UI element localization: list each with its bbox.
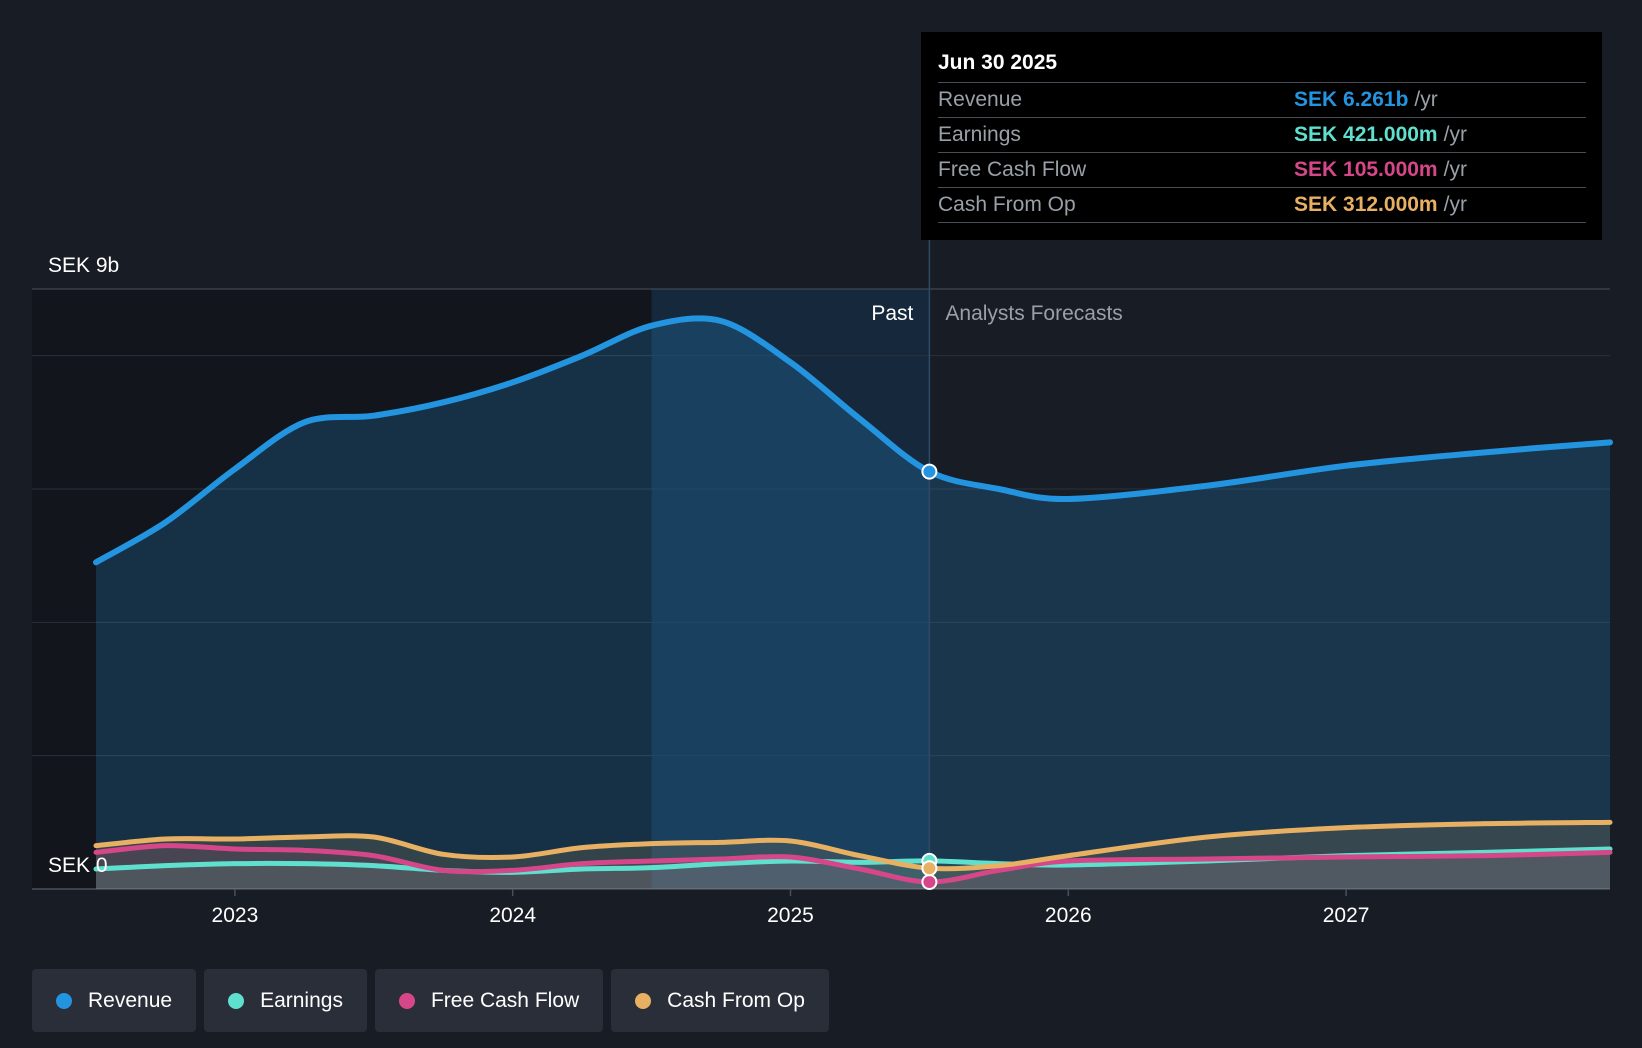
tooltip-label: Earnings xyxy=(938,123,1021,146)
x-tick-label: 2023 xyxy=(212,904,259,927)
free-cash-flow-area xyxy=(96,845,1610,889)
hover-markers xyxy=(921,463,938,890)
x-tick-label: 2025 xyxy=(767,904,814,927)
tooltip-value: SEK 105.000m xyxy=(1294,158,1438,181)
tooltip-row-revenue: Revenue SEK 6.261b /yr xyxy=(938,83,1586,118)
cash-from-op-line xyxy=(93,819,1613,872)
tooltip-value: SEK 312.000m xyxy=(1294,193,1438,216)
legend-item-cash-from-op[interactable]: Cash From Op xyxy=(611,969,829,1032)
legend-label: Free Cash Flow xyxy=(430,988,580,1012)
tooltip-unit: /yr xyxy=(1443,193,1467,216)
legend: Revenue Earnings Free Cash Flow Cash Fro… xyxy=(32,969,829,1032)
legend-dot-icon xyxy=(398,992,415,1009)
x-tick-label: 2026 xyxy=(1045,904,1092,927)
y-axis-bottom-label: SEK 0 xyxy=(48,854,108,877)
forecast-section-label: Analysts Forecasts xyxy=(945,302,1122,325)
legend-item-revenue[interactable]: Revenue xyxy=(32,969,197,1032)
tooltip-panel: Jun 30 2025 Revenue SEK 6.261b /yr Earni… xyxy=(921,32,1602,240)
x-tick-label: 2024 xyxy=(489,904,536,927)
tooltip-label: Revenue xyxy=(938,88,1023,111)
past-section-label: Past xyxy=(871,302,913,325)
tooltip-label: Free Cash Flow xyxy=(938,158,1087,181)
legend-dot-icon xyxy=(228,992,245,1009)
legend-dot-icon xyxy=(635,992,652,1009)
free-cash-flow-marker xyxy=(921,874,938,890)
revenue-marker xyxy=(921,463,938,480)
tooltip-row-earnings: Earnings SEK 421.000m /yr xyxy=(938,118,1586,153)
legend-item-free-cash-flow[interactable]: Free Cash Flow xyxy=(374,969,604,1032)
tooltip-unit: /yr xyxy=(1414,88,1438,111)
x-axis-ticks: 2023 2024 2025 2026 2027 xyxy=(212,889,1370,927)
tooltip-value: SEK 6.261b xyxy=(1294,88,1409,111)
y-axis-top-label: SEK 9b xyxy=(48,254,119,277)
cash-from-op-marker xyxy=(921,860,938,877)
tooltip-unit: /yr xyxy=(1443,123,1467,146)
x-tick-label: 2027 xyxy=(1323,904,1370,927)
free-cash-flow-line xyxy=(93,843,1613,885)
tooltip-date: Jun 30 2025 xyxy=(938,46,1586,83)
tooltip-row-cash-from-op: Cash From Op SEK 312.000m /yr xyxy=(938,188,1586,223)
series-lines xyxy=(93,315,1613,885)
highlight-region-background xyxy=(651,289,930,889)
tooltip-unit: /yr xyxy=(1443,158,1467,181)
legend-label: Earnings xyxy=(260,988,343,1012)
tooltip-row-free-cash-flow: Free Cash Flow SEK 105.000m /yr xyxy=(938,153,1586,188)
revenue-line xyxy=(93,315,1613,566)
revenue-area xyxy=(96,318,1610,890)
tooltip-label: Cash From Op xyxy=(938,193,1076,216)
legend-label: Revenue xyxy=(88,988,173,1012)
tooltip-value: SEK 421.000m xyxy=(1294,123,1438,146)
legend-dot-icon xyxy=(56,992,72,1009)
gridlines xyxy=(32,288,1610,890)
legend-label: Cash From Op xyxy=(667,988,805,1012)
legend-item-earnings[interactable]: Earnings xyxy=(204,969,367,1032)
